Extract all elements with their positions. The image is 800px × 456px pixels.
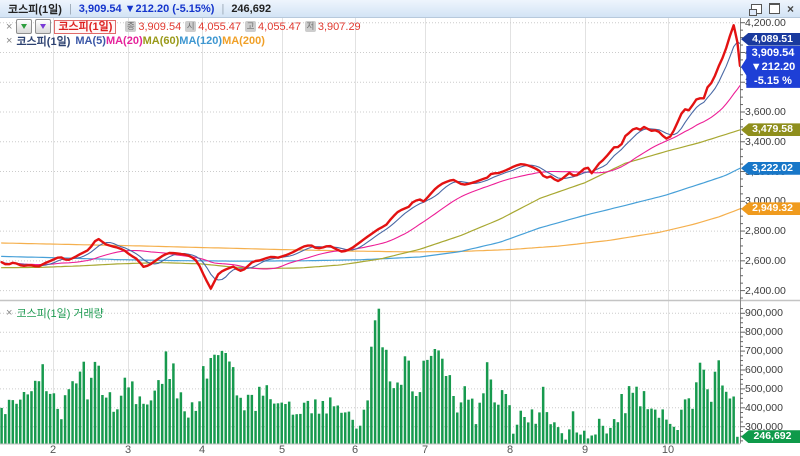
volume-axis-label: 500,000 <box>745 382 783 395</box>
ma60-legend-label: MA(60) <box>142 34 180 47</box>
ma-overlay-legend: × 코스피(1일) MA(5) MA(20) MA(60) MA(120) MA… <box>6 34 265 48</box>
indicator-dropdown-button[interactable] <box>35 19 52 34</box>
month-label: 5 <box>278 444 286 456</box>
high-value: 4,055.47 <box>258 20 301 33</box>
remove-ma-overlay-button[interactable]: × <box>6 34 13 47</box>
close-icon[interactable]: × <box>786 1 794 16</box>
green-triangle-icon <box>21 24 28 29</box>
ma120-legend-label: MA(120) <box>179 34 223 47</box>
ma5-value-badge: 4,089.51 <box>741 32 800 46</box>
price-axis-label: 2,800.00 <box>745 225 786 238</box>
volume-axis-label: 800,000 <box>745 326 783 339</box>
volume-axis-label: 900,000 <box>745 307 783 320</box>
purple-triangle-icon <box>40 24 47 29</box>
ma5-line <box>1 41 740 281</box>
ma20-legend-label: MA(20) <box>105 34 143 47</box>
ma200-value-badge: 2,949.32 <box>741 202 800 216</box>
volume-axis-label: 600,000 <box>745 364 783 376</box>
month-label: 7 <box>421 444 429 456</box>
price-axis-label: 2,400.00 <box>745 284 786 297</box>
volume-axis-label: 400,000 <box>745 401 783 414</box>
price-axis-label: 3,600.00 <box>745 105 786 118</box>
tag-change: ▼212.20 <box>750 60 796 73</box>
volume-legend-label: 코스피(1일) 거래량 <box>16 307 104 320</box>
ma20-line <box>1 85 740 270</box>
price-axis-label: 3,400.00 <box>745 135 786 148</box>
divider: | <box>68 2 72 15</box>
tag-price: 3,909.54 <box>751 46 795 59</box>
month-label: 6 <box>351 444 359 456</box>
high-chip-icon: 고 <box>245 21 257 32</box>
title-symbol-label: 코스피(1일) <box>8 3 62 16</box>
window-titlebar: 코스피(1일) | 3,909.54 ▼212.20 (-5.15%) | 24… <box>0 0 800 18</box>
title-volume-value: 246,692 <box>231 2 272 15</box>
price-series-legend: × 코스피(1일) 종 3,909.54 시 4,055.47 고 4,055.… <box>6 19 361 34</box>
remove-price-series-button[interactable]: × <box>6 20 13 33</box>
volume-axis-label: 700,000 <box>745 345 783 358</box>
low-value: 3,907.29 <box>317 20 361 33</box>
maximize-icon[interactable] <box>768 3 780 14</box>
month-label: 9 <box>581 444 589 456</box>
close-value: 3,909.54 <box>138 20 182 33</box>
volume-bars <box>0 308 739 444</box>
window-controls: × <box>748 1 794 16</box>
month-label: 4 <box>198 444 206 456</box>
chart-style-dropdown-button[interactable] <box>16 19 33 34</box>
ma60-value-badge: 3,479.58 <box>741 123 800 137</box>
ma200-line <box>1 208 740 253</box>
price-axis-label: 4,200.00 <box>745 16 786 29</box>
series-name-box[interactable]: 코스피(1일) <box>54 19 117 34</box>
ma200-legend-label: MA(200) <box>222 34 265 47</box>
title-quote-summary: 3,909.54 ▼212.20 (-5.15%) <box>78 2 215 15</box>
volume-axis-label: 300,000 <box>745 420 783 433</box>
ma120-value-badge: 3,222.02 <box>741 161 800 175</box>
price-axis-label: 2,600.00 <box>745 254 786 267</box>
popout-icon[interactable] <box>748 3 762 16</box>
month-label: 8 <box>506 444 514 456</box>
price-line <box>0 24 740 290</box>
last-volume-badge: 246,692 <box>741 430 800 444</box>
low-chip-icon: 저 <box>304 21 316 32</box>
remove-volume-button[interactable]: × <box>6 306 13 319</box>
ma-series-label: 코스피(1일) <box>16 35 71 48</box>
month-label: 3 <box>124 444 132 456</box>
open-value: 4,055.47 <box>198 20 242 33</box>
current-price-tag: 3,909.54 ▼212.20 -5.15 % <box>741 45 800 88</box>
divider: | <box>221 2 225 15</box>
month-label: 2 <box>49 444 57 456</box>
month-label: 10 <box>661 444 675 456</box>
tag-change-pct: -5.15 % <box>754 74 792 87</box>
volume-legend: × 코스피(1일) 거래량 <box>6 306 104 320</box>
ma60-line <box>1 129 740 270</box>
close-chip-icon: 종 <box>125 21 137 32</box>
ma5-legend-label: MA(5) <box>75 34 106 47</box>
ma120-line <box>1 167 740 262</box>
open-chip-icon: 시 <box>185 21 197 32</box>
